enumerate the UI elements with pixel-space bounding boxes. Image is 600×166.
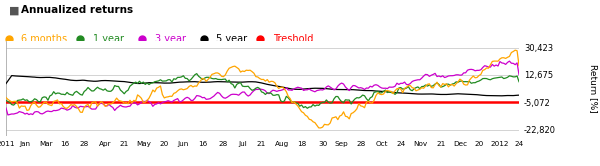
Text: 3 year: 3 year — [155, 34, 186, 44]
Text: Annualized returns: Annualized returns — [22, 5, 134, 15]
Text: 6 months: 6 months — [22, 34, 68, 44]
Text: ■: ■ — [8, 5, 19, 15]
Text: 5 year: 5 year — [217, 34, 247, 44]
Text: 1 year: 1 year — [93, 34, 124, 44]
Text: Treshold: Treshold — [273, 34, 313, 44]
Y-axis label: Return [%]: Return [%] — [589, 64, 598, 113]
